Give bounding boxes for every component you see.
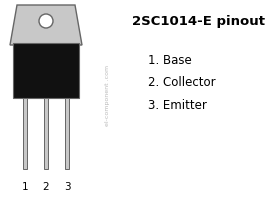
Text: 3. Emitter: 3. Emitter: [148, 99, 207, 112]
Text: 3: 3: [64, 181, 70, 191]
Text: 1. Base: 1. Base: [148, 53, 192, 66]
Bar: [65, 99, 69, 169]
Polygon shape: [10, 6, 82, 46]
Text: 2: 2: [43, 181, 49, 191]
Text: el-component .com: el-component .com: [105, 64, 110, 125]
Circle shape: [39, 15, 53, 29]
Text: 1: 1: [22, 181, 28, 191]
Bar: [13, 44, 79, 99]
Text: 2SC1014-E pinout: 2SC1014-E pinout: [131, 16, 264, 28]
Text: 2. Collector: 2. Collector: [148, 76, 216, 89]
Bar: [23, 99, 27, 169]
Bar: [44, 99, 48, 169]
